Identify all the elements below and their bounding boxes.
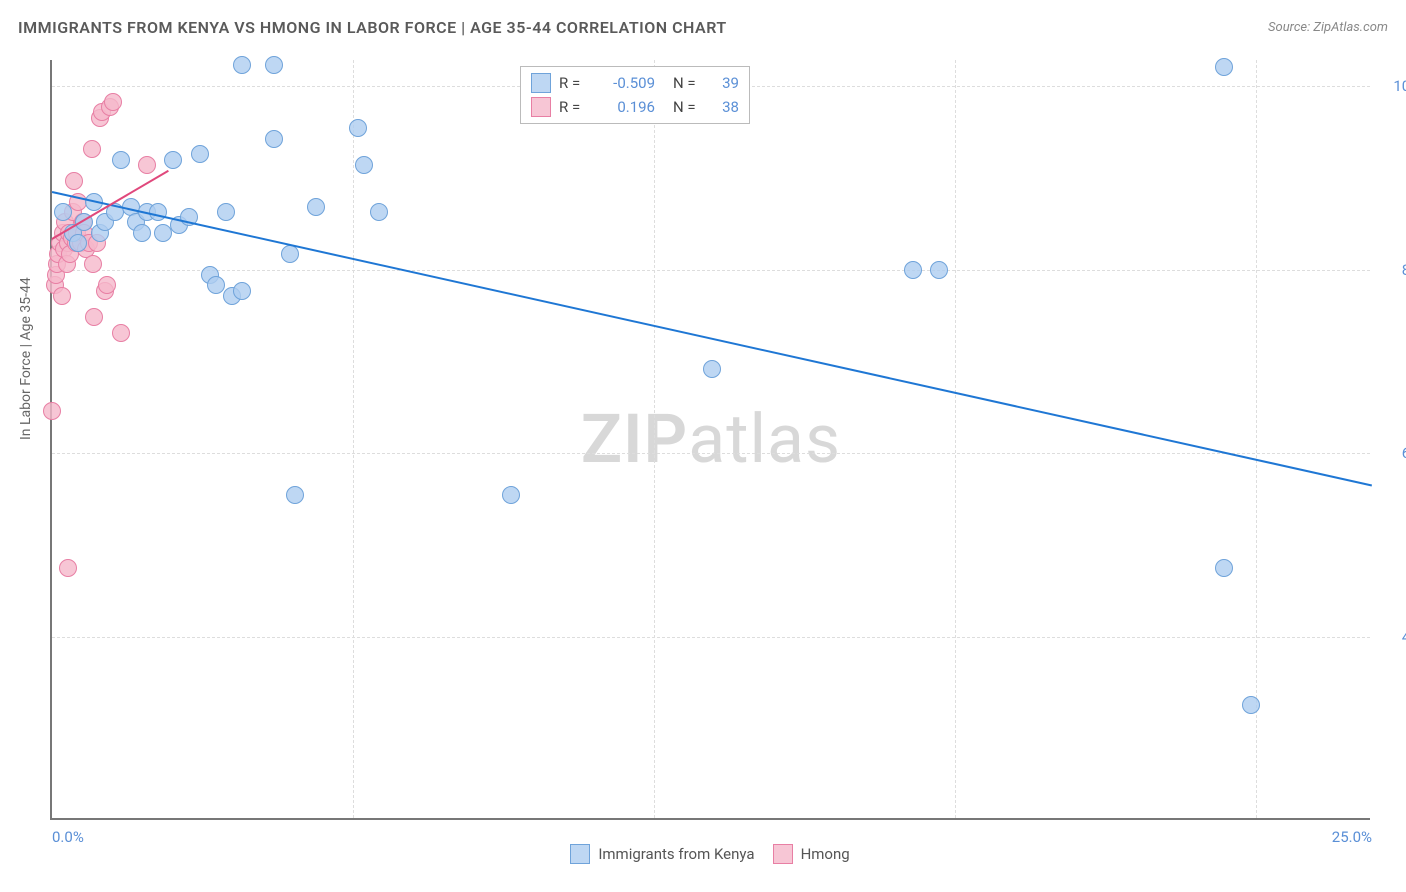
scatter-point-kenya: [207, 276, 225, 294]
scatter-point-hmong: [85, 308, 103, 326]
legend-swatch: [531, 97, 551, 117]
legend-item-kenya: Immigrants from Kenya: [570, 844, 754, 864]
gridline-horizontal: [52, 270, 1370, 271]
legend-bottom: Immigrants from Kenya Hmong: [50, 844, 1370, 864]
scatter-point-kenya: [164, 151, 182, 169]
y-tick-label: 47.5%: [1378, 628, 1406, 646]
scatter-point-kenya: [69, 234, 87, 252]
scatter-point-kenya: [286, 486, 304, 504]
r-value: 0.196: [597, 98, 655, 116]
legend-swatch: [531, 73, 551, 93]
gridline-vertical: [955, 60, 956, 818]
scatter-point-kenya: [54, 203, 72, 221]
source-credit: Source: ZipAtlas.com: [1268, 20, 1388, 35]
legend-label: Immigrants from Kenya: [598, 845, 754, 863]
n-label: N =: [673, 98, 703, 116]
legend-row-kenya: R = -0.509 N = 39: [531, 71, 739, 95]
gridline-vertical: [353, 60, 354, 818]
scatter-point-kenya: [370, 203, 388, 221]
r-label: R =: [559, 74, 589, 92]
scatter-point-hmong: [65, 172, 83, 190]
watermark: ZIPatlas: [581, 399, 841, 479]
n-value: 39: [711, 74, 739, 92]
gridline-horizontal: [52, 637, 1370, 638]
r-label: R =: [559, 98, 589, 116]
legend-row-hmong: R = 0.196 N = 38: [531, 95, 739, 119]
legend-item-hmong: Hmong: [773, 844, 850, 864]
scatter-plot: ZIPatlas 100.0%82.5%65.0%47.5%0.0%25.0%: [50, 60, 1370, 820]
scatter-point-hmong: [53, 287, 71, 305]
chart-title: IMMIGRANTS FROM KENYA VS HMONG IN LABOR …: [18, 18, 727, 37]
scatter-point-kenya: [191, 145, 209, 163]
r-value: -0.509: [597, 74, 655, 92]
correlation-legend: R = -0.509 N = 39 R = 0.196 N = 38: [520, 66, 750, 124]
scatter-point-hmong: [104, 93, 122, 111]
scatter-point-kenya: [1242, 696, 1260, 714]
scatter-point-hmong: [83, 140, 101, 158]
y-tick-label: 100.0%: [1378, 77, 1406, 95]
scatter-point-kenya: [502, 486, 520, 504]
scatter-point-hmong: [84, 255, 102, 273]
scatter-point-kenya: [233, 56, 251, 74]
legend-swatch: [773, 844, 793, 864]
scatter-point-kenya: [1215, 58, 1233, 76]
scatter-point-kenya: [355, 156, 373, 174]
legend-swatch: [570, 844, 590, 864]
scatter-point-kenya: [265, 130, 283, 148]
scatter-point-hmong: [112, 324, 130, 342]
scatter-point-kenya: [133, 224, 151, 242]
y-tick-label: 82.5%: [1378, 261, 1406, 279]
scatter-point-kenya: [233, 282, 251, 300]
scatter-point-hmong: [138, 156, 156, 174]
n-value: 38: [711, 98, 739, 116]
scatter-point-hmong: [98, 276, 116, 294]
legend-label: Hmong: [801, 845, 850, 863]
title-bar: IMMIGRANTS FROM KENYA VS HMONG IN LABOR …: [18, 18, 1388, 37]
n-label: N =: [673, 74, 703, 92]
scatter-point-hmong: [43, 402, 61, 420]
scatter-point-kenya: [265, 56, 283, 74]
scatter-point-kenya: [112, 151, 130, 169]
scatter-point-kenya: [904, 261, 922, 279]
scatter-point-kenya: [1215, 559, 1233, 577]
scatter-point-kenya: [703, 360, 721, 378]
y-axis-label: In Labor Force | Age 35-44: [18, 277, 34, 440]
scatter-point-hmong: [59, 559, 77, 577]
trendline-kenya: [52, 191, 1373, 487]
scatter-point-kenya: [349, 119, 367, 137]
scatter-point-kenya: [930, 261, 948, 279]
scatter-point-kenya: [307, 198, 325, 216]
y-tick-label: 65.0%: [1378, 444, 1406, 462]
scatter-point-kenya: [217, 203, 235, 221]
gridline-vertical: [654, 60, 655, 818]
gridline-horizontal: [52, 453, 1370, 454]
